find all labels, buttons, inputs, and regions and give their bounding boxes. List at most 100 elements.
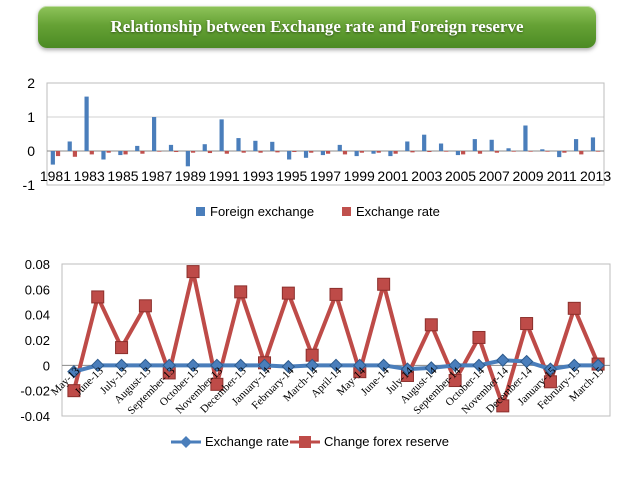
y-tick-label: -0.02 (20, 384, 50, 399)
legend-label-change-forex-reserve: Change forex reserve (324, 434, 449, 449)
point-exchange-rate (67, 364, 81, 379)
bar-exchange-rate (359, 151, 364, 153)
bar-foreign-exchange (405, 141, 410, 151)
bar-foreign-exchange (270, 141, 275, 151)
point-exchange-rate (138, 358, 153, 373)
bar-foreign-exchange (287, 151, 292, 160)
bar-exchange-rate (461, 151, 466, 155)
bar-exchange-rate (494, 151, 499, 153)
point-exchange-rate (567, 358, 581, 373)
bar-foreign-exchange (388, 151, 393, 157)
x-tick-label: 1991 (209, 168, 240, 184)
legend-marker-exchange-rate (180, 436, 192, 448)
bar-foreign-exchange (219, 119, 224, 151)
legend-swatch-foreign-exchange (196, 207, 205, 216)
x-tick-label: 1985 (107, 168, 138, 184)
legend-label-exchange-rate: Exchange rate (205, 434, 289, 449)
bar-exchange-rate (444, 151, 449, 152)
bar-exchange-rate (376, 151, 381, 153)
bar-exchange-rate (106, 151, 111, 153)
bar-foreign-exchange (590, 137, 596, 151)
point-exchange-rate (424, 361, 439, 375)
point-change-forex-reserve (67, 384, 81, 398)
point-exchange-rate (305, 358, 319, 373)
bar-foreign-exchange (84, 96, 89, 151)
legend-label-foreign-exchange: Foreign exchange (210, 204, 314, 219)
point-change-forex-reserve (424, 318, 438, 332)
point-change-forex-reserve (115, 341, 129, 355)
bar-foreign-exchange (236, 138, 241, 151)
bar-exchange-rate (528, 151, 533, 152)
bar-foreign-exchange (67, 141, 72, 151)
point-exchange-rate (329, 358, 343, 373)
page-title: Relationship between Exchange rate and F… (110, 17, 524, 36)
y-tick-label: 0 (43, 358, 50, 373)
bar-foreign-exchange (50, 151, 55, 165)
point-change-forex-reserve (186, 265, 200, 279)
bar-exchange-rate (511, 151, 516, 152)
bar-exchange-rate (140, 151, 145, 154)
point-exchange-rate (91, 358, 105, 373)
point-exchange-rate (591, 358, 605, 373)
bar-foreign-exchange (168, 144, 174, 151)
bar-exchange-rate (477, 151, 483, 154)
bar-exchange-rate (292, 151, 297, 153)
point-exchange-rate (496, 353, 510, 367)
point-exchange-rate (210, 358, 224, 373)
bar-exchange-rate (55, 151, 61, 157)
bar-foreign-exchange (202, 144, 207, 151)
bar-exchange-rate (427, 151, 432, 153)
bar-exchange-rate (123, 151, 128, 155)
y-tick-label: -1 (23, 177, 36, 193)
bar-foreign-exchange (422, 134, 427, 151)
bar-exchange-rate (174, 151, 179, 153)
point-change-forex-reserve (377, 277, 391, 291)
point-exchange-rate (353, 358, 367, 373)
bar-foreign-exchange (489, 139, 494, 151)
point-exchange-rate (257, 358, 272, 373)
y-tick-label: -0.04 (20, 409, 50, 424)
point-change-forex-reserve (329, 287, 343, 301)
x-tick-label: 2005 (445, 168, 476, 184)
point-change-forex-reserve (520, 317, 534, 331)
bar-foreign-exchange (540, 149, 545, 151)
y-tick-label: 0.02 (25, 333, 50, 348)
point-change-forex-reserve (281, 286, 295, 300)
point-change-forex-reserve (472, 330, 486, 344)
bar-exchange-rate (258, 151, 263, 153)
bar-foreign-exchange (101, 151, 106, 160)
bar-exchange-rate (224, 151, 229, 154)
point-exchange-rate (162, 358, 176, 373)
point-exchange-rate (519, 354, 534, 369)
bar-exchange-rate (342, 151, 348, 155)
point-change-forex-reserve (234, 285, 248, 299)
bar-foreign-exchange (135, 145, 140, 151)
x-tick-label: 2011 (547, 168, 577, 184)
point-change-forex-reserve (567, 301, 581, 315)
y-tick-label: 0 (27, 143, 35, 159)
y-tick-label: 0.04 (25, 308, 50, 323)
bar-exchange-rate (207, 151, 213, 154)
bar-foreign-exchange (438, 143, 444, 151)
point-exchange-rate (376, 358, 391, 373)
bar-exchange-rate (309, 151, 314, 153)
bar-foreign-exchange (506, 148, 511, 151)
bar-exchange-rate (157, 151, 162, 152)
legend-swatch-exchange-rate (342, 207, 351, 216)
bar-exchange-rate (562, 151, 567, 153)
point-exchange-rate (543, 362, 558, 376)
x-tick-label: 2013 (580, 168, 611, 184)
bar-foreign-exchange (354, 151, 359, 157)
bar-exchange-rate (190, 151, 196, 153)
bar-foreign-exchange (573, 139, 579, 151)
point-exchange-rate (114, 358, 129, 373)
point-exchange-rate (281, 359, 296, 374)
bar-foreign-exchange (371, 151, 376, 154)
bar-foreign-exchange (557, 151, 562, 158)
x-tick-label: 1987 (141, 168, 172, 184)
x-tick-label: 1995 (276, 168, 307, 184)
chart-2-line: 0.080.060.040.020-0.02-0.04May-13June-13… (20, 257, 611, 449)
point-exchange-rate (448, 358, 462, 373)
point-exchange-rate (233, 358, 248, 373)
